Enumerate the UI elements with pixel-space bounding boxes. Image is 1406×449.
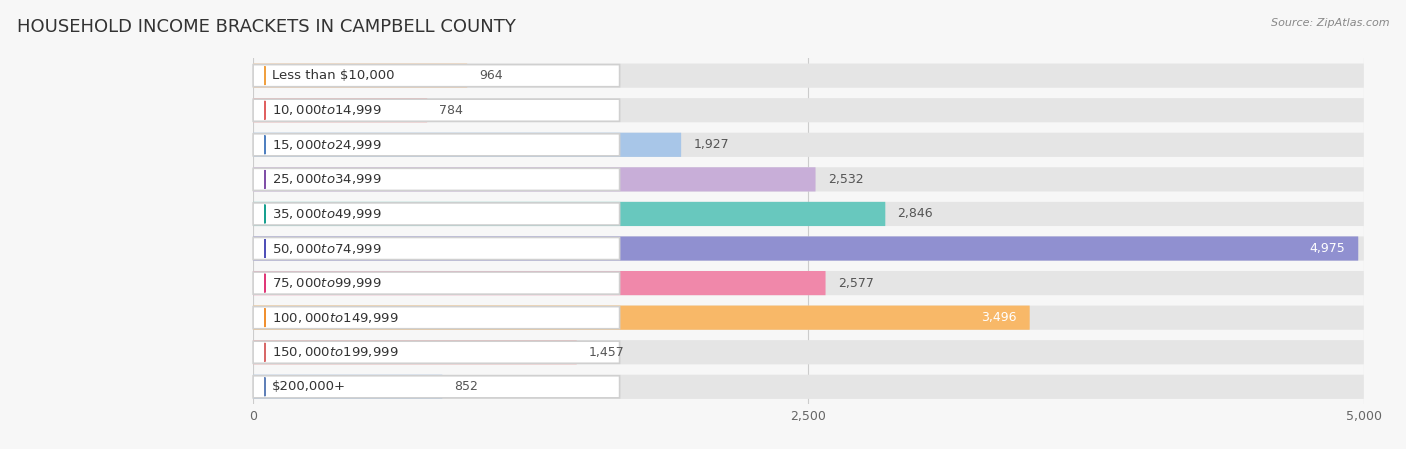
FancyBboxPatch shape [253,167,1364,191]
FancyBboxPatch shape [253,64,467,88]
FancyBboxPatch shape [253,168,620,190]
Text: $35,000 to $49,999: $35,000 to $49,999 [271,207,381,221]
FancyBboxPatch shape [253,98,1364,122]
Text: 852: 852 [454,380,478,393]
FancyBboxPatch shape [253,202,1364,226]
FancyBboxPatch shape [253,307,620,329]
Text: 2,577: 2,577 [838,277,873,290]
Text: 1,457: 1,457 [589,346,624,359]
Text: $200,000+: $200,000+ [271,380,346,393]
FancyBboxPatch shape [253,237,1358,260]
FancyBboxPatch shape [253,133,681,157]
FancyBboxPatch shape [253,133,1364,157]
Text: 2,846: 2,846 [897,207,934,220]
FancyBboxPatch shape [253,340,1364,364]
Text: $75,000 to $99,999: $75,000 to $99,999 [271,276,381,290]
FancyBboxPatch shape [253,272,620,294]
Text: 2,532: 2,532 [828,173,863,186]
Text: 4,975: 4,975 [1309,242,1346,255]
FancyBboxPatch shape [253,271,1364,295]
FancyBboxPatch shape [253,376,620,398]
FancyBboxPatch shape [253,238,620,260]
Text: Less than $10,000: Less than $10,000 [271,69,394,82]
Text: $10,000 to $14,999: $10,000 to $14,999 [271,103,381,117]
Text: 1,927: 1,927 [693,138,728,151]
Text: $50,000 to $74,999: $50,000 to $74,999 [271,242,381,255]
FancyBboxPatch shape [253,271,825,295]
FancyBboxPatch shape [253,134,620,156]
FancyBboxPatch shape [253,340,576,364]
Text: Source: ZipAtlas.com: Source: ZipAtlas.com [1271,18,1389,28]
FancyBboxPatch shape [253,99,620,121]
FancyBboxPatch shape [253,375,443,399]
FancyBboxPatch shape [253,98,427,122]
FancyBboxPatch shape [253,237,1364,260]
Text: $150,000 to $199,999: $150,000 to $199,999 [271,345,398,359]
FancyBboxPatch shape [253,65,620,87]
Text: $100,000 to $149,999: $100,000 to $149,999 [271,311,398,325]
Text: $25,000 to $34,999: $25,000 to $34,999 [271,172,381,186]
FancyBboxPatch shape [253,306,1364,330]
Text: 784: 784 [440,104,464,117]
FancyBboxPatch shape [253,375,1364,399]
Text: 964: 964 [479,69,503,82]
Text: 3,496: 3,496 [981,311,1017,324]
FancyBboxPatch shape [253,167,815,191]
Text: $15,000 to $24,999: $15,000 to $24,999 [271,138,381,152]
Text: HOUSEHOLD INCOME BRACKETS IN CAMPBELL COUNTY: HOUSEHOLD INCOME BRACKETS IN CAMPBELL CO… [17,18,516,36]
FancyBboxPatch shape [253,202,886,226]
FancyBboxPatch shape [253,203,620,225]
FancyBboxPatch shape [253,341,620,363]
FancyBboxPatch shape [253,306,1029,330]
FancyBboxPatch shape [253,64,1364,88]
